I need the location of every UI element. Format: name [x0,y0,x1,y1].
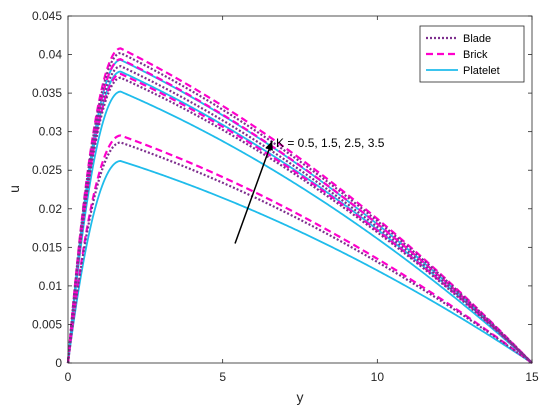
plot-frame [67,15,533,364]
series-line-blade-k1.5 [66,76,533,364]
series-line-platelet-k0.5 [67,160,533,364]
legend-label-platelet: Platelet [463,65,500,77]
annotation-arrow-head [265,140,273,151]
y-tick-label: 0.005 [32,317,62,331]
legend: Blade Brick Platelet [419,25,525,83]
ticks-layer: 0 5 10 15 0 0.005 0.01 0.015 0.02 0.025 0.03 0.035 0… [32,9,539,384]
legend-label-blade: Blade [463,33,491,45]
x-tick-label: 5 [219,370,226,384]
y-tick-label: 0.04 [39,48,63,62]
series-line-brick-k0.5 [66,134,533,364]
y-tick-label: 0.01 [39,279,63,293]
series-line-blade-k2.5 [66,64,533,364]
y-tick-label: 0 [55,356,62,370]
series-line-blade-k0.5 [66,141,533,364]
series-line-blade-k3.5 [66,51,533,364]
y-tick-label: 0.035 [32,86,62,100]
annotation: K = 0.5, 1.5, 2.5, 3.5 [234,136,385,244]
y-tick-label: 0.03 [39,125,63,139]
y-axis-label: u [6,185,22,193]
annotation-text: K = 0.5, 1.5, 2.5, 3.5 [276,136,385,150]
x-tick-label: 10 [371,370,385,384]
x-tick-label: 15 [525,370,539,384]
y-tick-label: 0.045 [32,9,62,23]
x-axis-label: y [297,389,304,405]
series-layer [66,47,533,364]
series-line-brick-k3.5 [66,47,533,364]
legend-label-brick: Brick [463,49,488,61]
y-tick-label: 0.025 [32,163,62,177]
series-line-platelet-k1.5 [67,90,533,364]
y-tick-label: 0.015 [32,240,62,254]
x-tick-label: 0 [65,370,72,384]
annotation-arrow-shaft [234,140,273,244]
y-tick-label: 0.02 [39,202,63,216]
